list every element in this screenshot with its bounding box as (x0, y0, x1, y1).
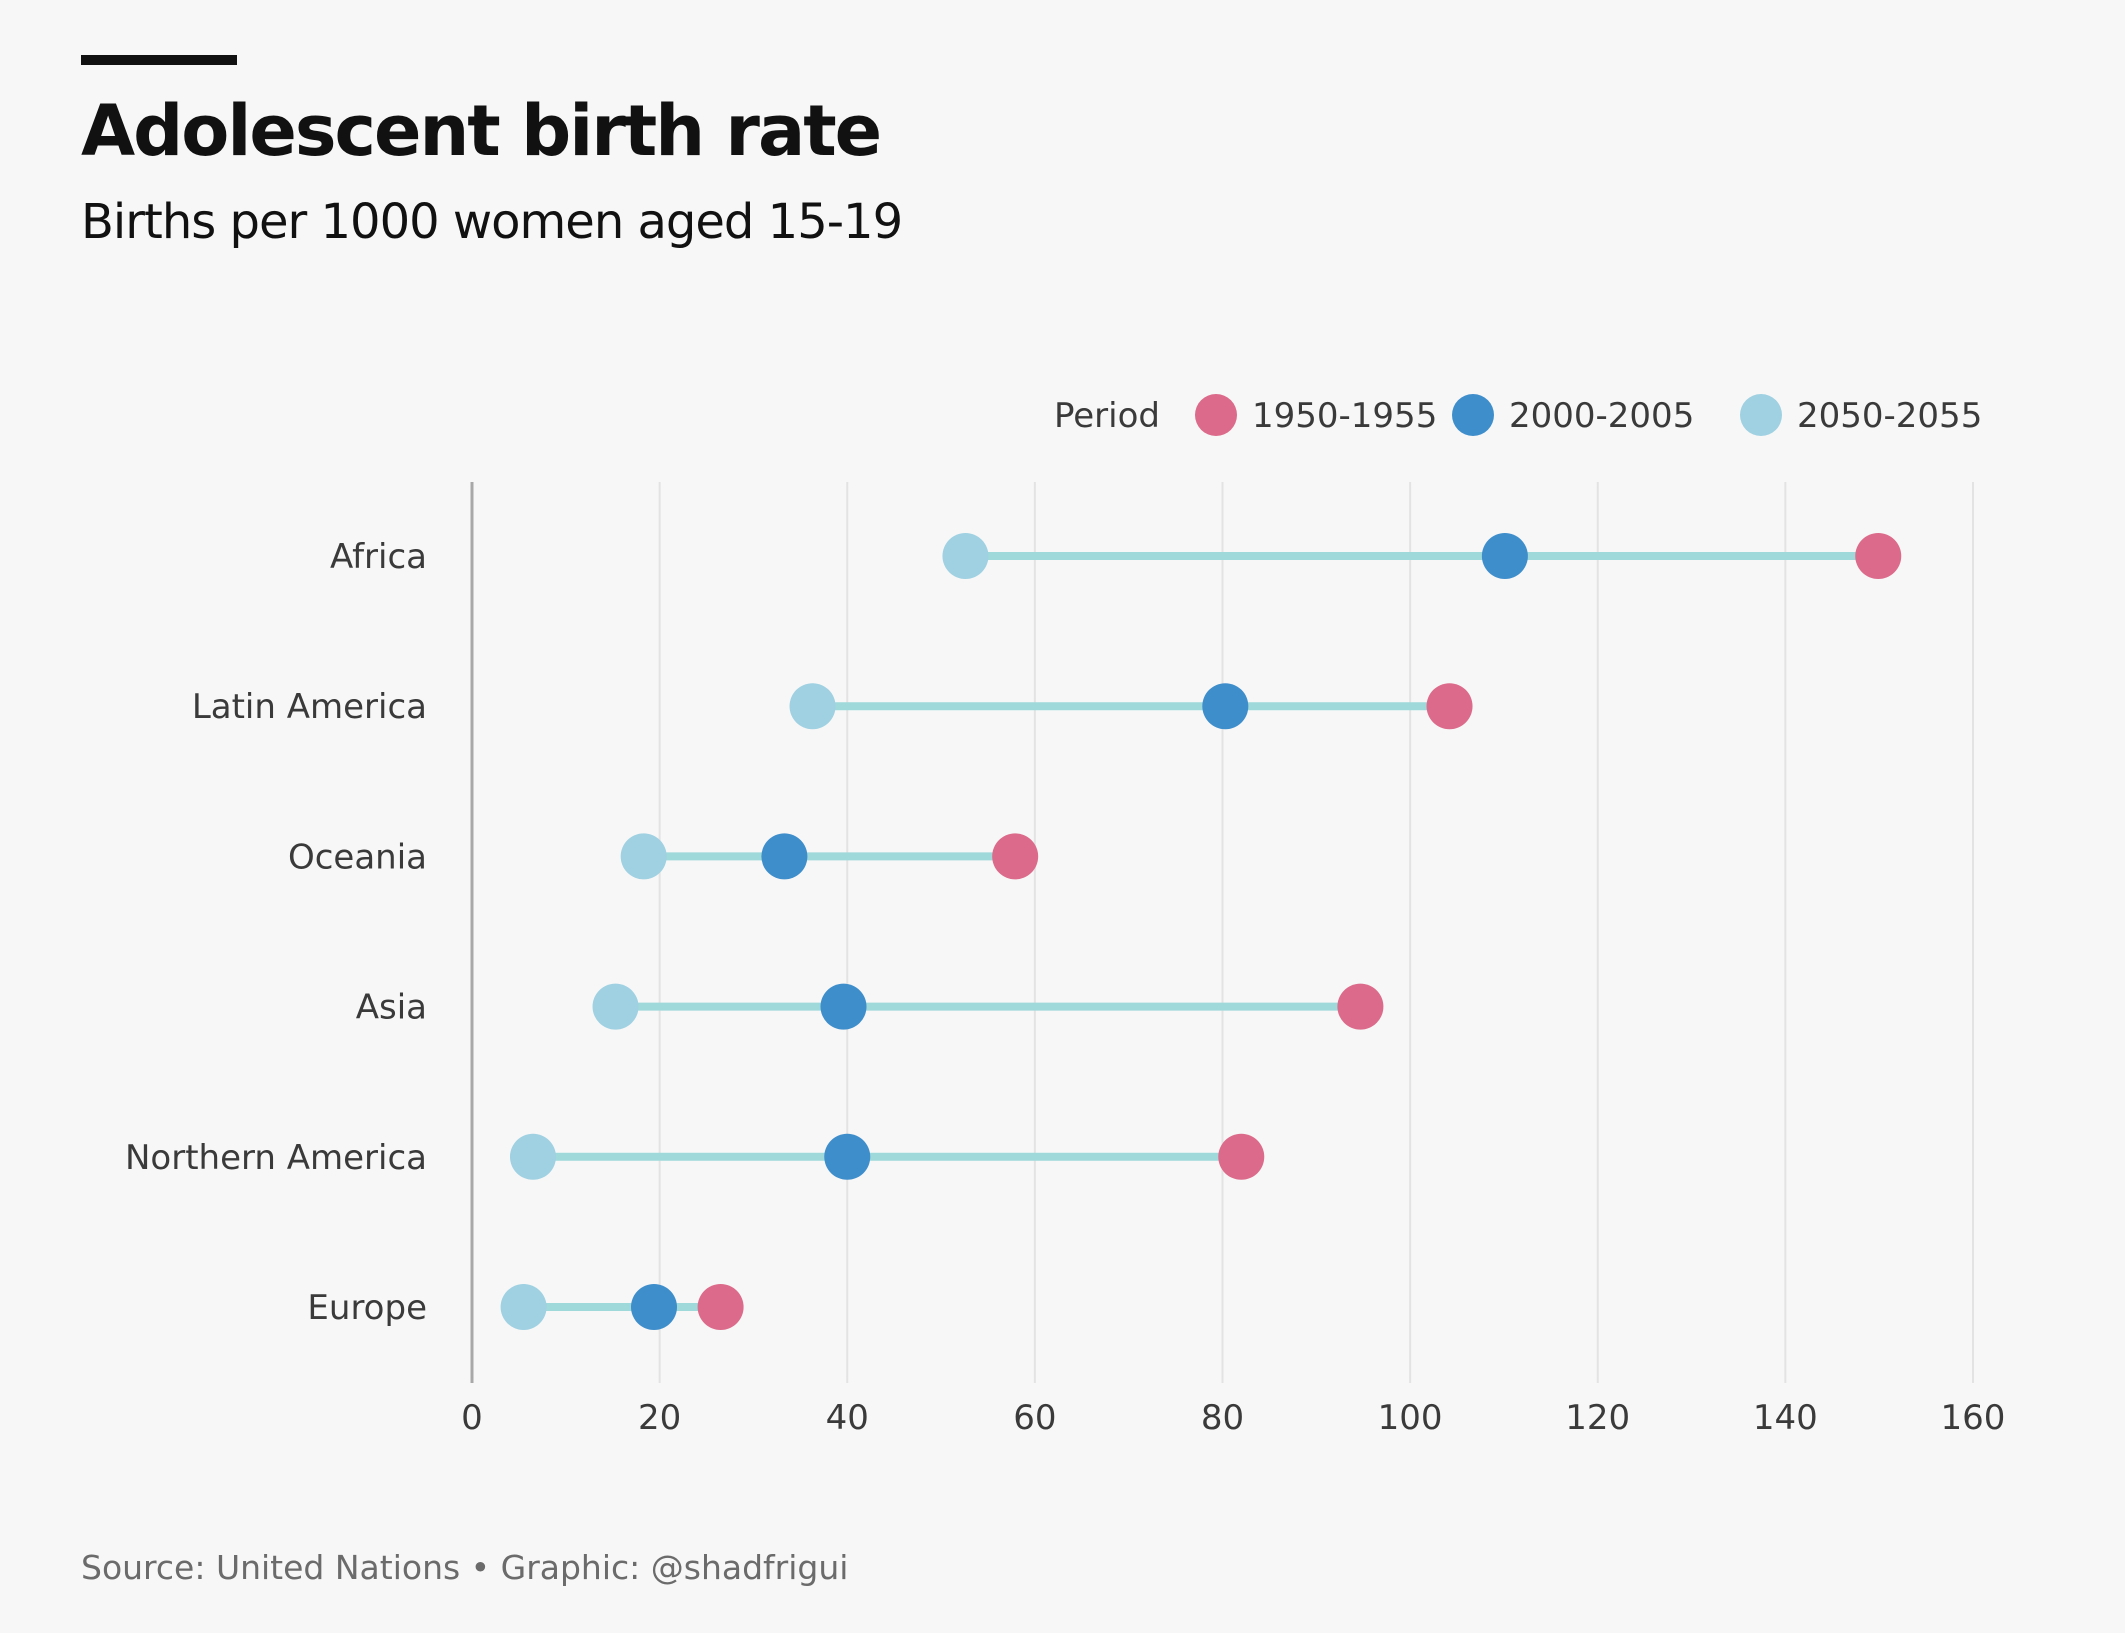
point-2050-2055 (509, 1133, 556, 1180)
point-2050-2055 (789, 683, 836, 730)
point-2000-2005 (761, 833, 808, 880)
category-label: Northern America (125, 1138, 427, 1178)
x-tick-label-0: 0 (461, 1398, 483, 1438)
plot-rows: Africa Latin America Oceania Asia Northern A… (125, 533, 1902, 1330)
row-oceania: Oceania (288, 833, 1039, 880)
source-credit: Source: United Nations • Graphic: @shadf… (81, 1548, 849, 1587)
point-2050-2055 (942, 533, 989, 579)
point-1950-1955 (1855, 533, 1902, 579)
row-latin-america: Latin America (192, 683, 1473, 730)
title-accent-rule (81, 55, 237, 65)
legend-label-2000-2005: 2000-2005 (1509, 396, 1694, 436)
legend-label-2050-2055: 2050-2055 (1797, 396, 1982, 436)
point-2000-2005 (1202, 683, 1249, 730)
legend-title: Period (1054, 396, 1160, 436)
x-tick-label-160: 160 (1941, 1398, 2006, 1438)
point-2050-2055 (620, 833, 667, 880)
x-tick-label-60: 60 (1013, 1398, 1056, 1438)
x-tick-label-140: 140 (1753, 1398, 1818, 1438)
legend-label-1950-1955: 1950-1955 (1252, 396, 1437, 436)
point-2000-2005 (820, 983, 867, 1030)
point-2050-2055 (592, 983, 639, 1030)
x-tick-label-20: 20 (638, 1398, 681, 1438)
category-label: Latin America (192, 687, 427, 727)
point-2000-2005 (630, 1284, 677, 1330)
x-tick-label-40: 40 (826, 1398, 869, 1438)
category-label: Oceania (288, 837, 427, 877)
legend-swatch-2000-2005 (1452, 394, 1494, 436)
category-label: Africa (330, 537, 427, 577)
chart-subtitle: Births per 1000 women aged 15-19 (81, 194, 903, 250)
point-1950-1955 (1426, 683, 1473, 730)
point-2000-2005 (1481, 533, 1528, 579)
x-tick-label-120: 120 (1565, 1398, 1630, 1438)
row-northern-america: Northern America (125, 1133, 1265, 1180)
x-tick-label-80: 80 (1201, 1398, 1244, 1438)
category-label: Asia (356, 988, 427, 1028)
point-1950-1955 (992, 833, 1039, 880)
legend: Period 1950-1955 2000-2005 2050-2055 (1054, 394, 1982, 436)
x-axis: 0 20 40 60 80 100 120 140 160 (461, 482, 2005, 1438)
point-1950-1955 (1337, 983, 1384, 1030)
row-europe: Europe (307, 1284, 744, 1330)
legend-swatch-1950-1955 (1195, 394, 1237, 436)
point-1950-1955 (697, 1284, 744, 1330)
row-asia: Asia (356, 983, 1384, 1030)
x-tick-label-100: 100 (1378, 1398, 1443, 1438)
legend-swatch-2050-2055 (1740, 394, 1782, 436)
row-africa: Africa (330, 533, 1902, 579)
point-2050-2055 (500, 1284, 547, 1330)
gridlines (658, 482, 1974, 1383)
chart-title: Adolescent birth rate (81, 90, 882, 172)
category-label: Europe (307, 1288, 427, 1328)
point-2000-2005 (824, 1133, 871, 1180)
point-1950-1955 (1218, 1133, 1265, 1180)
